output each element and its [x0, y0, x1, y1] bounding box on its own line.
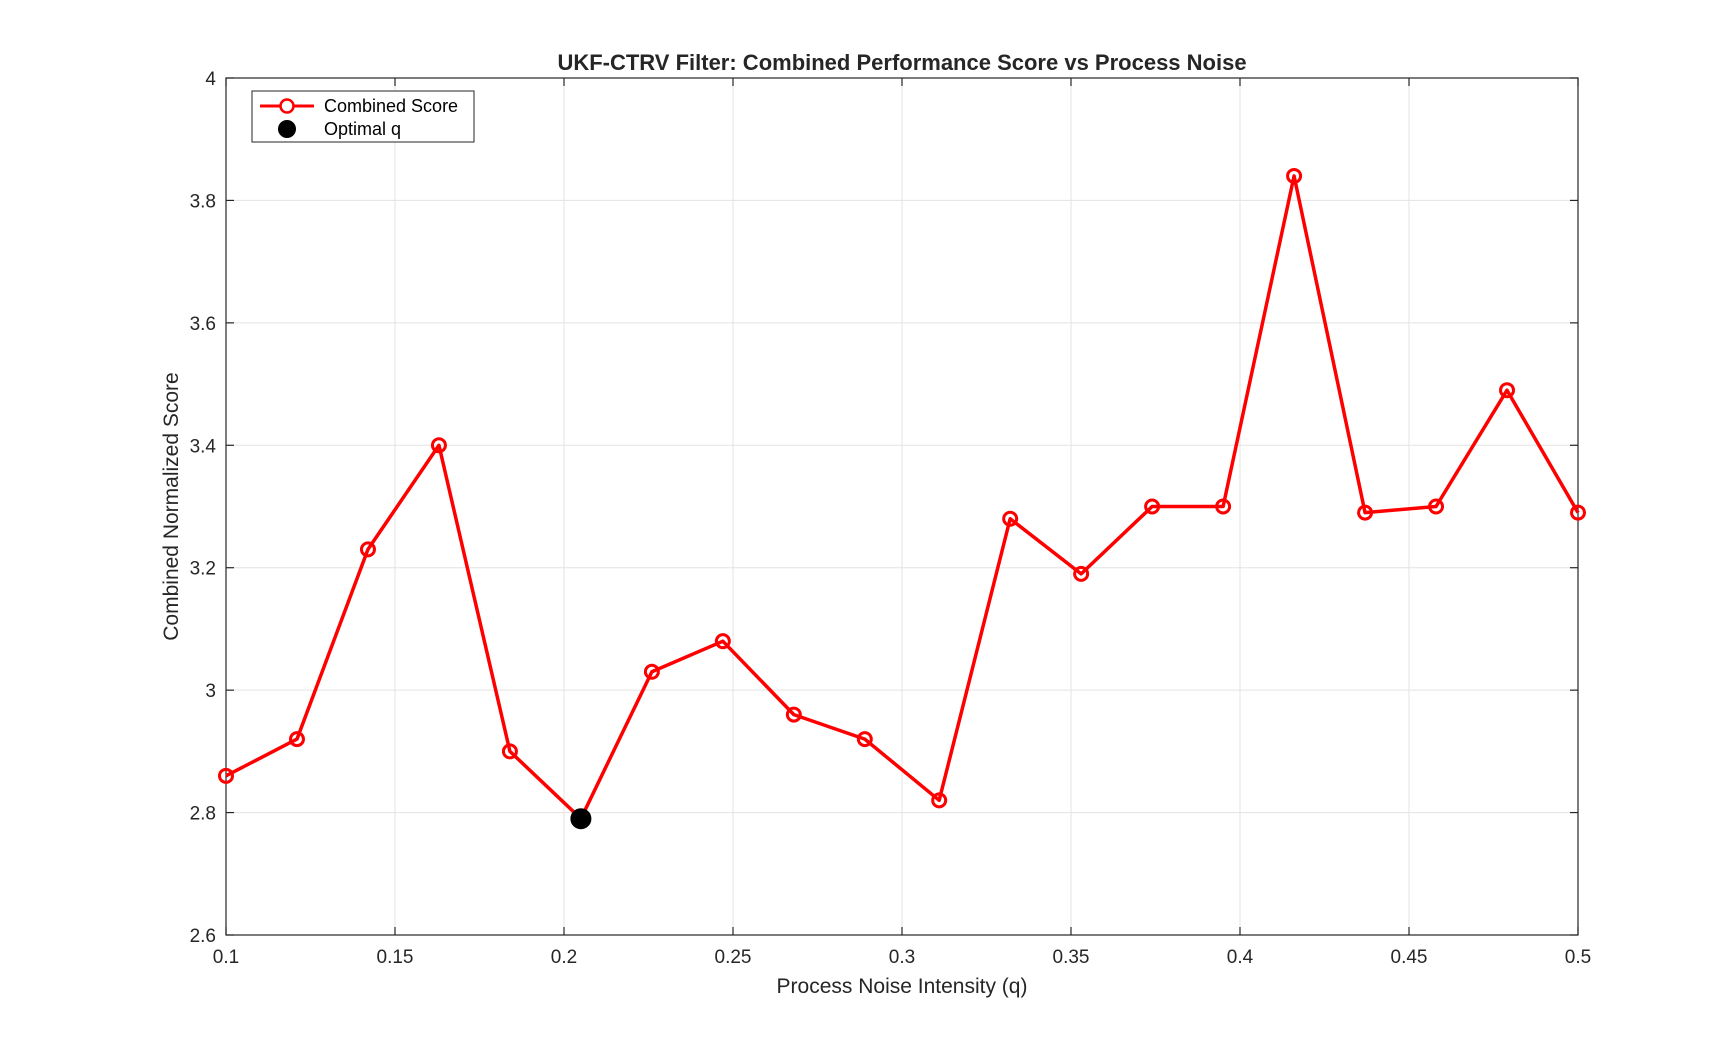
data-point-combined-score: [1286, 167, 1303, 184]
data-point-optimal-q: [570, 808, 592, 830]
y-tick-label: 3.2: [190, 559, 216, 580]
y-tick-label: 3: [205, 681, 216, 702]
x-tick-label: 0.25: [715, 947, 752, 968]
data-point-combined-score: [1357, 504, 1374, 521]
legend-label-combined-score: Combined Score: [324, 96, 458, 116]
data-point-combined-score: [1570, 504, 1586, 521]
data-point-combined-score: [931, 792, 948, 809]
y-tick-label: 3.8: [190, 191, 216, 212]
series-line-combined-score: [225, 174, 1580, 821]
y-axis-label: Combined Normalized Score: [160, 372, 183, 640]
grid-layer: [225, 77, 1579, 936]
legend: Combined Score Optimal q: [251, 90, 475, 143]
y-tick-label: 4: [205, 69, 216, 90]
data-point-combined-score: [1144, 498, 1161, 515]
data-point-combined-score: [1002, 510, 1019, 527]
x-tick-label: 0.2: [551, 947, 577, 968]
y-tick-label: 3.4: [190, 436, 217, 457]
data-point-combined-score: [501, 743, 518, 760]
data-point-combined-score: [714, 633, 731, 650]
legend-marker-optimal-q: [278, 120, 296, 138]
x-tick-label: 0.15: [377, 947, 414, 968]
chart-title: UKF-CTRV Filter: Combined Performance Sc…: [557, 50, 1246, 75]
series-layer: [218, 167, 1586, 830]
x-tick-label: 0.45: [1391, 947, 1428, 968]
x-tick-label: 0.3: [889, 947, 915, 968]
data-point-combined-score: [359, 541, 376, 558]
data-point-combined-score: [1428, 498, 1445, 515]
data-point-combined-score: [288, 731, 305, 748]
x-tick-label: 0.4: [1227, 947, 1254, 968]
data-point-combined-score: [1215, 498, 1232, 515]
data-point-combined-score: [856, 731, 873, 748]
x-tick-label: 0.35: [1053, 947, 1090, 968]
x-axis-label: Process Noise Intensity (q): [777, 975, 1028, 998]
legend-marker-combined-score: [279, 98, 295, 114]
data-point-combined-score: [643, 663, 660, 680]
data-point-combined-score: [218, 767, 234, 784]
data-point-combined-score: [430, 437, 447, 454]
y-tick-label: 2.8: [190, 804, 216, 825]
legend-label-optimal-q: Optimal q: [324, 119, 401, 139]
data-point-combined-score: [1499, 382, 1516, 399]
data-point-combined-score: [1073, 565, 1090, 582]
x-tick-label: 0.1: [213, 947, 239, 968]
y-tick-label: 3.6: [190, 314, 216, 335]
y-tick-label: 2.6: [190, 926, 216, 947]
tick-layer: 0.1 0.15 0.2 0.25 0.3 0.35 0.4 0.45 0.5 2.6 2.8 3 3.…: [190, 69, 1592, 968]
x-tick-label: 0.5: [1565, 947, 1591, 968]
data-point-combined-score: [785, 706, 802, 723]
